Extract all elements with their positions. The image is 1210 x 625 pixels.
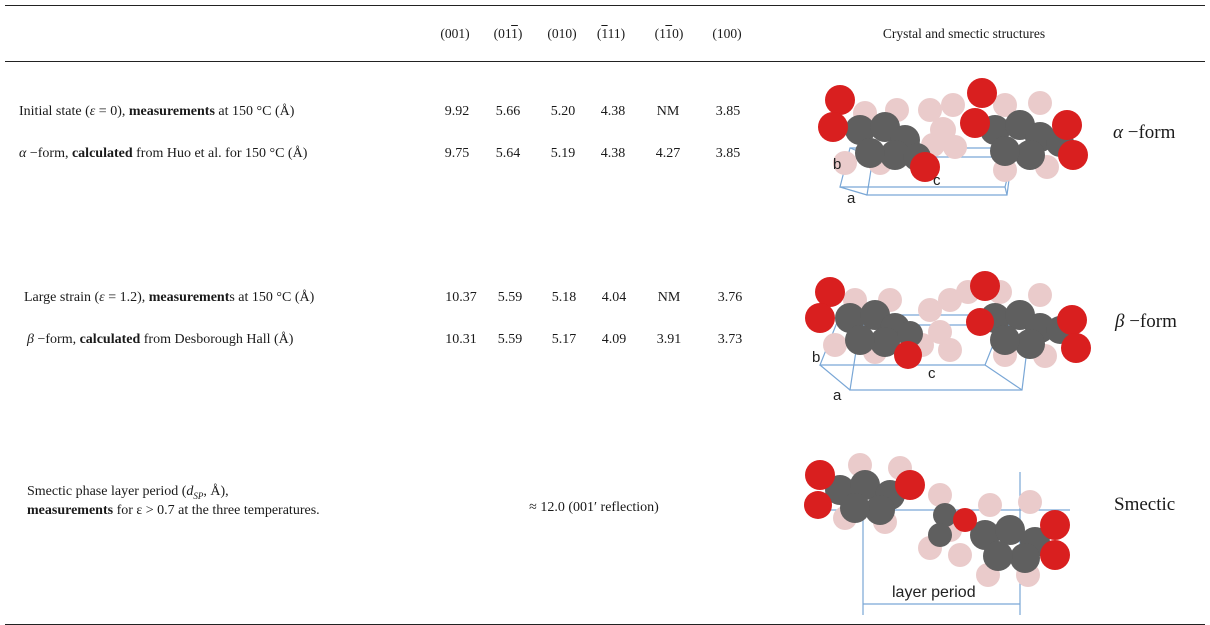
col-header-1-1bar-0: (110) (654, 26, 684, 41)
cell-value: 10.37 (445, 290, 477, 305)
cell-value: 3.73 (717, 332, 743, 347)
cell-value: 5.17 (551, 332, 577, 347)
smectic-label-line1: Smectic phase layer period (dSP, Å), (27, 484, 229, 501)
cell-value: NM (657, 290, 681, 305)
cell-value: 10.31 (445, 332, 477, 347)
row-label-initial-state: Initial state (ε = 0), measurements at 1… (19, 104, 295, 119)
cell-value: 5.20 (550, 104, 576, 119)
col-header-010: (010) (547, 26, 577, 41)
cell-value: 4.38 (600, 104, 626, 119)
alpha-form-label: α −form (1113, 122, 1176, 143)
smectic-value: ≈ 12.0 (001′ reflection) (529, 500, 659, 515)
cell-value: 4.38 (600, 146, 626, 161)
header-rule (5, 61, 1205, 62)
row-label-beta-form: β −form, calculated from Desborough Hall… (27, 332, 294, 347)
smectic-label-line2: measurements for ε > 0.7 at the three te… (27, 503, 320, 518)
cell-value: 3.91 (656, 332, 682, 347)
beta-form-structure: b c a (805, 271, 1091, 404)
cell-value: 5.59 (497, 332, 523, 347)
row-label-alpha-form: α −form, calculated from Huo et al. for … (19, 146, 308, 161)
cell-value: 5.18 (551, 290, 577, 305)
cell-value: 5.59 (497, 290, 523, 305)
col-header-01-1bar: (011) (493, 26, 523, 41)
cell-value: 4.09 (601, 332, 627, 347)
cell-value: 4.27 (655, 146, 681, 161)
beta-axis-a: a (833, 387, 842, 404)
cell-value: 9.92 (444, 104, 470, 119)
cell-value: NM (656, 104, 680, 119)
cell-value: 5.19 (550, 146, 576, 161)
beta-form-label: β −form (1115, 311, 1177, 332)
row-label-large-strain: Large strain (ε = 1.2), measurements at … (24, 290, 315, 305)
cell-value: 3.76 (717, 290, 743, 305)
col-header-structures: Crystal and smectic structures (882, 26, 1046, 41)
smectic-form-label: Smectic (1114, 494, 1176, 515)
col-header-100: (100) (712, 26, 742, 41)
beta-axis-c: c (928, 365, 936, 382)
top-rule (5, 5, 1205, 6)
cell-value: 5.64 (495, 146, 521, 161)
layer-period-label: layer period (892, 584, 976, 601)
cell-value: 3.85 (715, 104, 741, 119)
alpha-axis-b: b (833, 156, 841, 173)
beta-axis-b: b (812, 349, 820, 366)
alpha-axis-a: a (847, 190, 856, 207)
cell-value: 9.75 (444, 146, 470, 161)
alpha-axis-c: c (933, 172, 941, 189)
col-header-001: (001) (440, 26, 470, 41)
cell-value: 5.66 (495, 104, 521, 119)
cell-value: 4.04 (601, 290, 627, 305)
cell-value: 3.85 (715, 146, 741, 161)
col-header-1bar-11: (111) (596, 26, 626, 41)
alpha-form-structure: b c a (818, 78, 1088, 207)
smectic-structure: layer period (804, 453, 1070, 615)
